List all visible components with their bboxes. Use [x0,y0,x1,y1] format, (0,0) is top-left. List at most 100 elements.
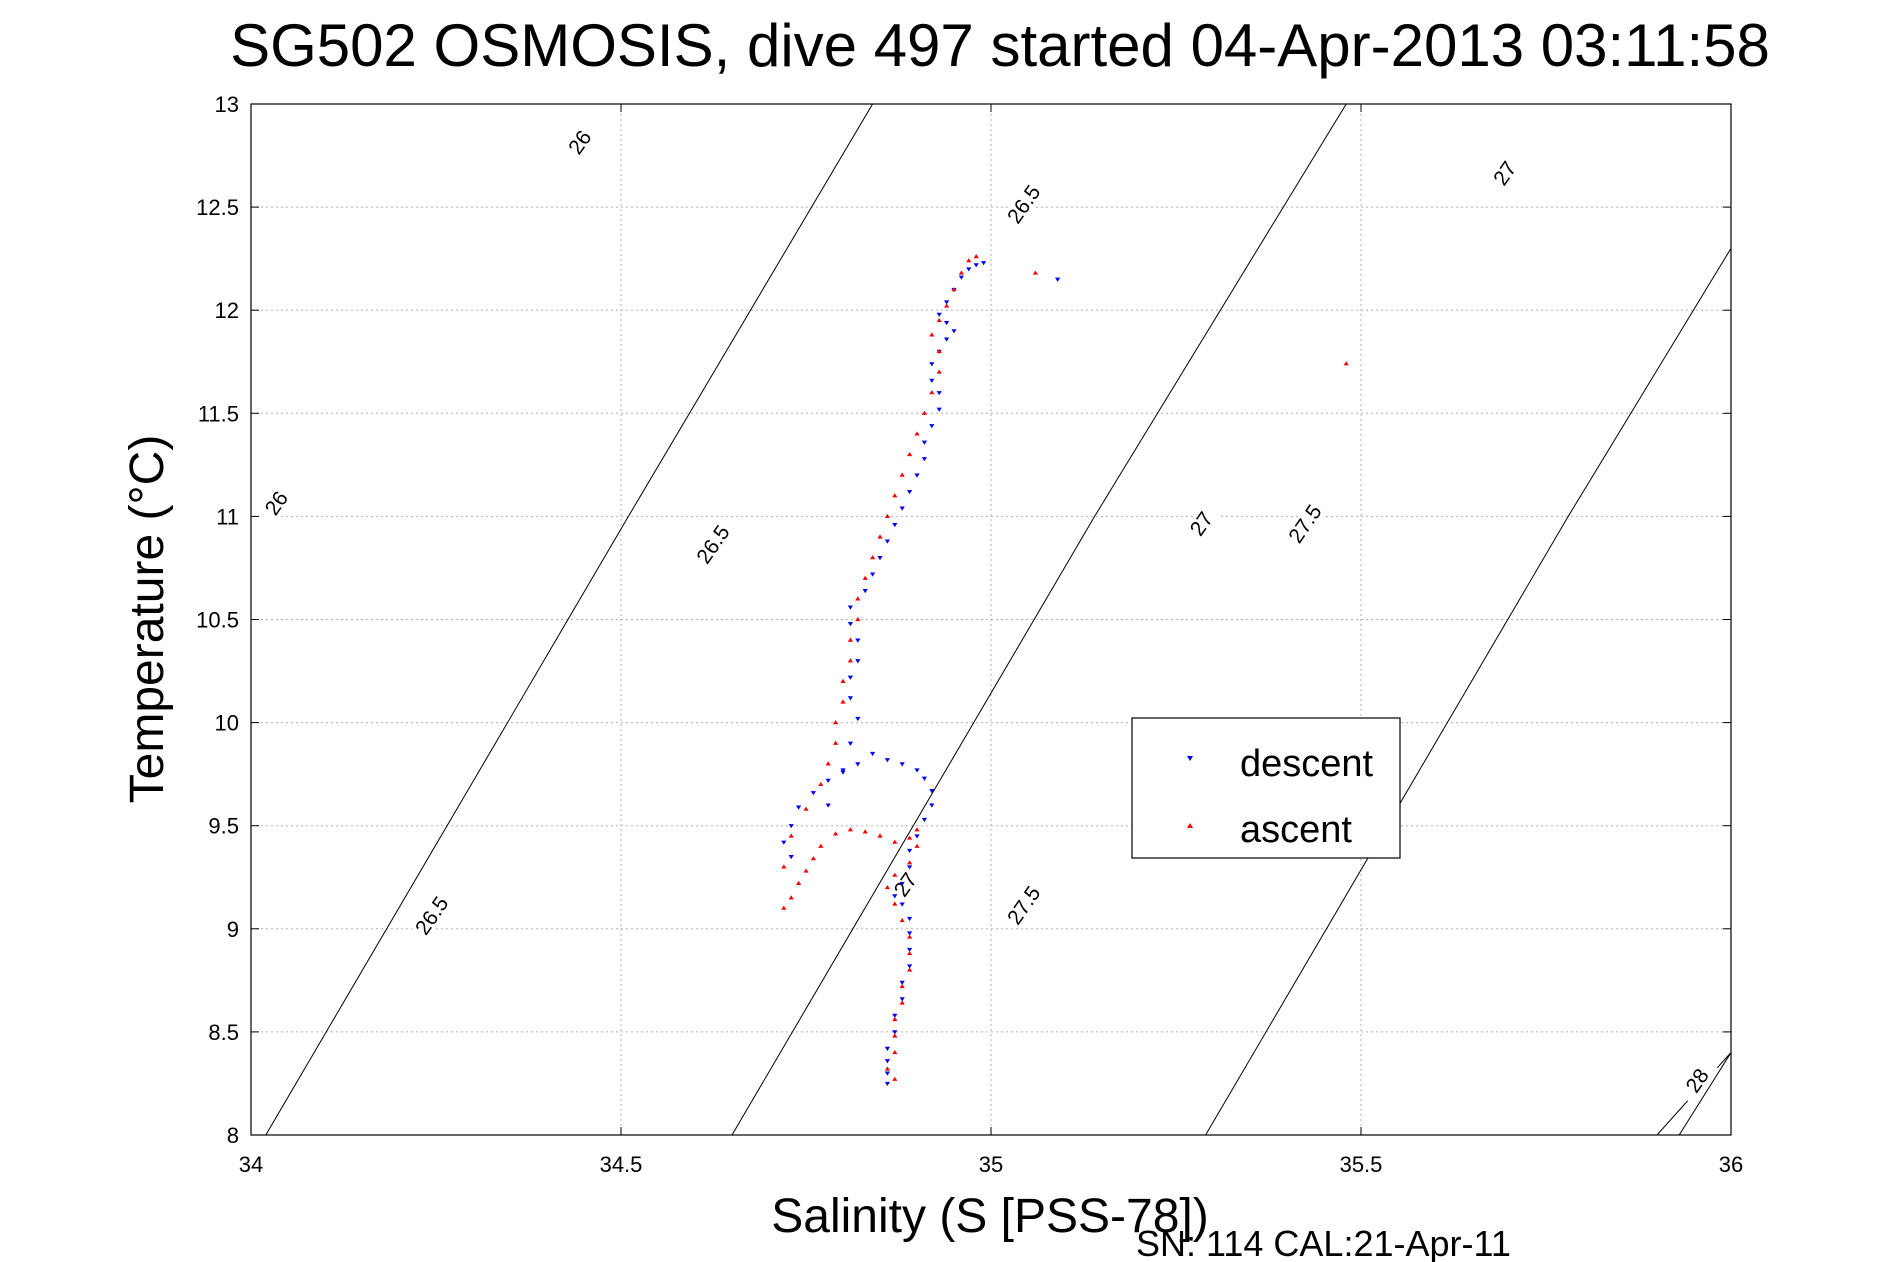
descent-point [944,320,950,326]
x-tick-label: 35.5 [1340,1152,1383,1177]
descent-point [796,805,802,810]
descent-point [914,834,920,839]
descent-point [914,473,920,478]
ascent-point [892,1049,898,1055]
descent-point [914,768,920,773]
series-ascent [781,253,1349,1081]
descent-point [825,778,831,783]
ascent-point [810,856,816,861]
descent-point [936,391,942,396]
descent-point [966,267,972,272]
descent-point [944,300,950,305]
ascent-point [833,740,839,745]
ascent-point [966,258,972,263]
ascent-point [884,1066,890,1071]
descent-point [907,865,913,870]
x-axis-label: Salinity (S [PSS-78]) [771,1190,1208,1243]
x-tick-label: 34.5 [600,1152,643,1177]
descent-point [899,980,905,986]
descent-point [884,1046,890,1051]
descent-point [892,1030,898,1035]
ascent-point [914,431,920,436]
y-tick-label: 13 [215,92,239,117]
ascent-point [973,253,979,259]
descent-point [884,539,890,544]
ascent-point [914,827,920,832]
descent-point [855,716,861,722]
ascent-point [892,1033,898,1038]
descent-point [840,768,846,773]
isopycnal-label-bg [1484,150,1527,198]
descent-point [870,572,876,577]
axis-ticks: 34 34.5 35 35.5 36 8 8.5 9 9.5 10 10.5 11 11.5 12 12.5… [196,92,1743,1177]
isopycnal-label-bg [1003,882,1046,930]
descent-point [825,803,831,808]
descent-point [788,855,794,860]
descent-point [921,776,927,781]
ascent-point [907,451,913,457]
descent-point [929,362,935,367]
legend-descent-label: descent [1240,743,1374,785]
descent-point [899,506,905,511]
descent-point [810,791,816,796]
ascent-point [892,901,898,906]
ascent-point [877,534,883,539]
ascent-point [781,905,787,910]
ascent-point [907,835,913,840]
descent-point [921,817,927,823]
descent-point [929,378,935,383]
descent-point [892,523,898,528]
ascent-point [818,843,824,848]
ascent-point [870,555,876,560]
ascent-point [899,917,905,923]
isopycnal-label-bg [693,521,735,569]
descent-point [929,789,935,794]
y-axis-label: Temperature (°C) [121,435,174,804]
ascent-point [907,860,913,865]
descent-point [921,457,927,462]
y-tick-label: 8 [227,1123,239,1148]
ascent-point [803,868,809,873]
descent-point [847,696,853,701]
isopycnal-label-bg [1003,181,1046,229]
descent-point [899,997,905,1002]
ascent-point [847,827,853,832]
descent-point [907,931,913,936]
isopycnal-label-bg [1285,500,1327,549]
x-tick-label: 34 [239,1152,263,1177]
descent-point [855,638,861,643]
descent-point [847,741,853,746]
ascent-point [914,843,920,848]
ascent-point [1032,270,1038,275]
descent-point [899,902,905,907]
ascent-point [899,1000,905,1005]
descent-point [884,1081,890,1087]
ascent-point [788,895,794,900]
descent-point [929,803,935,808]
ascent-point [862,575,868,580]
isopycnal-label-bg [559,119,602,167]
ascent-point [929,332,935,337]
x-tick-label: 36 [1719,1152,1743,1177]
isopycnal-label-bg [256,480,299,528]
descent-point [847,605,853,610]
ascent-point [803,806,809,811]
descent-point [847,675,853,680]
descent-point [921,440,927,445]
descent-point [907,964,913,969]
legend: descent ascent [1131,717,1401,859]
y-tick-label: 9 [227,917,239,942]
descent-point [944,337,950,342]
descent-point [899,762,905,767]
isopycnal-line [1678,1052,1731,1135]
descent-point [907,947,913,953]
ascent-point [862,829,868,834]
legend-ascent-label: ascent [1240,809,1352,851]
descent-point [907,490,913,495]
descent-point [892,894,898,899]
descent-point [870,751,876,757]
y-tick-label: 8.5 [208,1020,239,1045]
ascent-point [847,637,853,642]
